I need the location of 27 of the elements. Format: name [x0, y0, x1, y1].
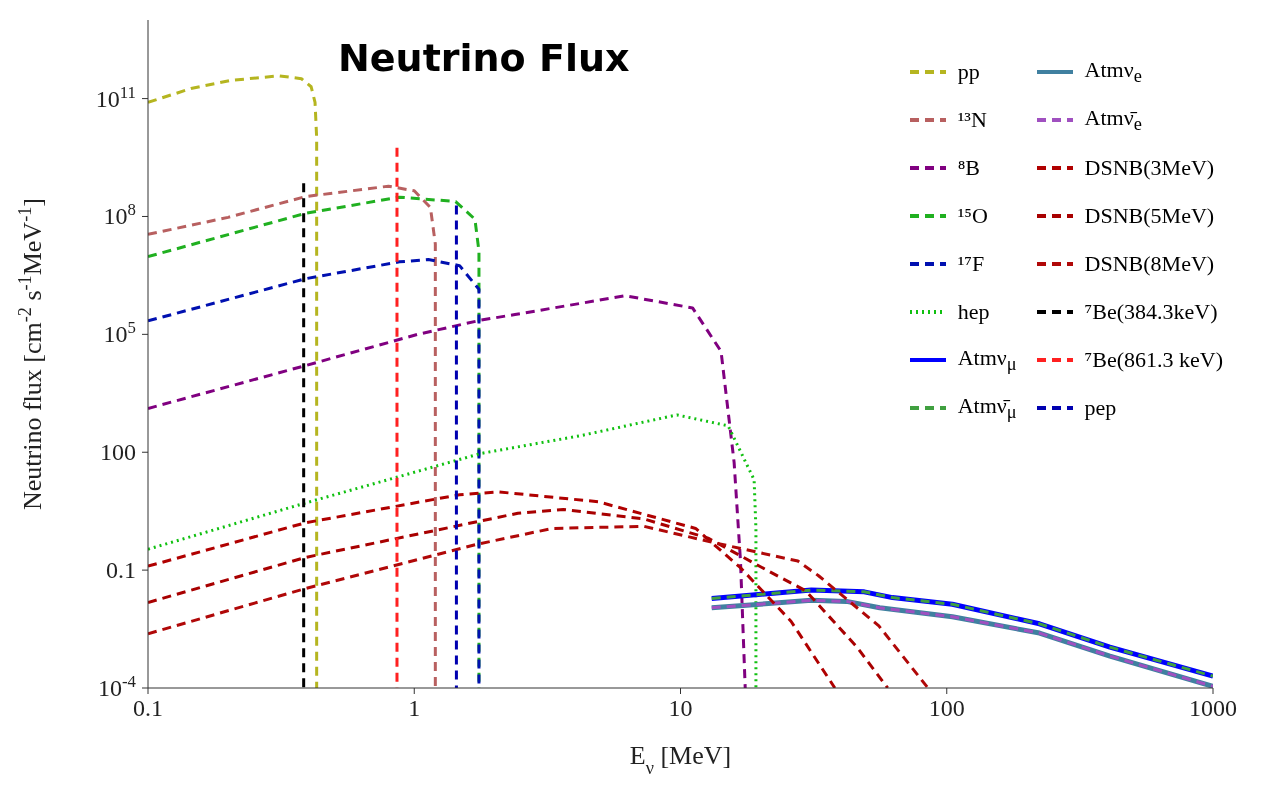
y-tick-label: 0.1: [106, 557, 136, 584]
legend-label: ⁷Be(861.3 keV): [1084, 347, 1223, 373]
x-tick-label: 1000: [1189, 695, 1237, 721]
y-tick-label: 10$^{11}$: [95, 82, 136, 112]
legend-label: DSNB(3MeV): [1084, 155, 1215, 181]
y-tick-label: 100: [100, 439, 136, 466]
x-tick-label: 100: [928, 695, 965, 721]
legend-label: ⁷Be(384.3keV): [1084, 299, 1218, 325]
legend-label: Atmν$_{e}$: [1084, 56, 1142, 88]
legend-label: DSNB(5MeV): [1084, 203, 1215, 229]
legend-label: Atmν̄$_{μ}$: [957, 392, 1017, 424]
legend-label: ⁸B: [957, 155, 981, 181]
y-tick-label: 10$^{8}$: [103, 199, 136, 230]
legend-label: DSNB(8MeV): [1084, 251, 1215, 277]
legend-label: ¹³N: [957, 107, 987, 133]
y-tick-label: 10$^{5}$: [103, 317, 136, 348]
legend-label: ¹⁵O: [957, 203, 988, 229]
legend-label: hep: [957, 299, 990, 325]
legend-label: Atmν̄$_{e}$: [1084, 104, 1142, 136]
legend-label: ¹⁷F: [957, 251, 985, 277]
legend-label: pp: [957, 59, 980, 85]
x-tick-label: 1: [408, 695, 421, 721]
x-axis-title: E$_{ν}$ [MeV]: [629, 741, 732, 778]
legend-label: pep: [1084, 395, 1117, 421]
chart-title: Neutrino Flux: [338, 36, 630, 80]
legend-label: Atmν$_{μ}$: [957, 344, 1017, 376]
x-tick-label: 10: [668, 695, 693, 721]
